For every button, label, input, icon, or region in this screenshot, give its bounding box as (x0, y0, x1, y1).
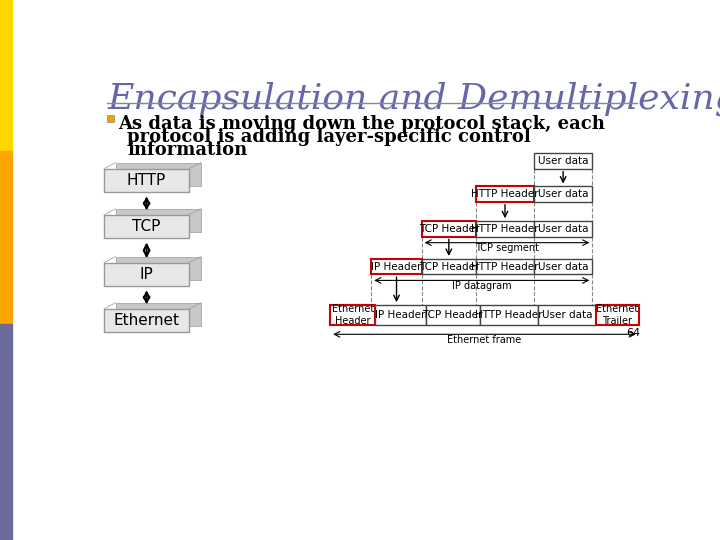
Bar (534, 221, 593, 237)
Text: IP Header: IP Header (372, 261, 422, 272)
Bar (596, 305, 639, 325)
Bar (422, 259, 476, 274)
Text: TCP Header: TCP Header (418, 261, 479, 272)
Bar (476, 259, 534, 274)
FancyBboxPatch shape (104, 168, 189, 192)
Text: IP datagram: IP datagram (452, 281, 512, 291)
Text: HTTP Header: HTTP Header (472, 224, 539, 234)
Text: protocol is adding layer-specific control: protocol is adding layer-specific contro… (127, 128, 531, 146)
Text: TCP: TCP (132, 219, 161, 234)
Text: HTTP: HTTP (127, 173, 166, 188)
Text: User data: User data (538, 156, 588, 166)
Bar (480, 305, 538, 325)
Bar (534, 259, 593, 274)
Bar (476, 186, 534, 202)
Text: User data: User data (538, 224, 588, 234)
Bar (330, 305, 375, 325)
Text: As data is moving down the protocol stack, each: As data is moving down the protocol stac… (118, 115, 605, 133)
Bar (107, 115, 114, 122)
FancyBboxPatch shape (104, 309, 189, 332)
Bar (538, 305, 596, 325)
Text: HTTP Header: HTTP Header (472, 261, 539, 272)
Text: HTTP Header: HTTP Header (475, 310, 543, 320)
Text: Ethernet frame: Ethernet frame (447, 335, 521, 345)
FancyBboxPatch shape (104, 262, 189, 286)
Bar (476, 221, 534, 237)
Text: HTTP Header: HTTP Header (472, 189, 539, 199)
Bar (375, 305, 426, 325)
Text: IP: IP (140, 267, 153, 282)
Text: Ethernet: Ethernet (114, 313, 179, 328)
Text: TCP Header: TCP Header (418, 224, 479, 234)
Text: Ethernet
Header: Ethernet Header (332, 304, 374, 326)
Text: IP Header: IP Header (375, 310, 426, 320)
Text: User data: User data (538, 189, 588, 199)
Text: TCP segment: TCP segment (475, 244, 539, 253)
Text: User data: User data (541, 310, 593, 320)
Bar (426, 305, 480, 325)
Bar (372, 259, 422, 274)
Text: TCP Header: TCP Header (423, 310, 483, 320)
Bar (534, 186, 593, 202)
Text: Ethernet
Trailer: Ethernet Trailer (596, 304, 639, 326)
Text: User data: User data (538, 261, 588, 272)
FancyBboxPatch shape (116, 303, 201, 326)
Bar (422, 221, 476, 237)
FancyBboxPatch shape (104, 215, 189, 238)
FancyBboxPatch shape (116, 209, 201, 232)
FancyBboxPatch shape (116, 256, 201, 280)
Text: 64: 64 (626, 328, 640, 338)
Bar (534, 153, 593, 168)
Text: Encapsulation and Demultiplexing: Encapsulation and Demultiplexing (107, 82, 720, 116)
Text: information: information (127, 141, 248, 159)
FancyBboxPatch shape (116, 163, 201, 186)
